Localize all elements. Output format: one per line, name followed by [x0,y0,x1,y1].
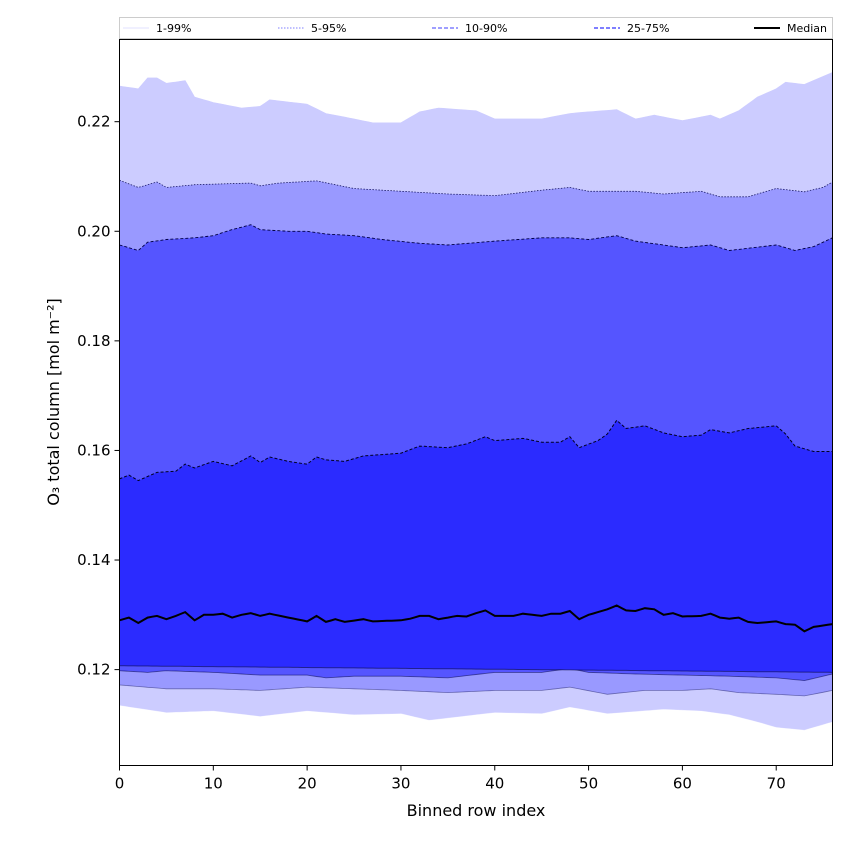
band-25to75-lower-line [119,665,833,673]
band-10to90-lower-line [119,668,833,682]
band-1to99-lower-line [119,704,833,731]
y-tick-label: 0.14 [77,551,110,569]
x-tick-label: 30 [391,775,410,793]
x-tick-label: 50 [579,775,598,793]
y-tick-label: 0.16 [77,441,110,459]
y-tick-label: 0.18 [77,332,110,350]
legend-label: 1-99% [156,22,191,35]
x-tick-label: 20 [298,775,317,793]
y-axis-title: O₃ total column [mol m⁻²] [44,298,63,506]
y-axis: 0.12 0.14 0.16 0.18 0.20 0.22 [77,113,120,679]
median-line [119,604,833,633]
y-tick-label: 0.12 [77,661,110,679]
x-tick-label: 60 [673,775,692,793]
legend-label: Median [787,22,827,35]
band-5to95-lower-line [119,684,833,697]
legend-label: 5-95% [311,22,346,35]
x-tick-label: 70 [767,775,786,793]
legend: 1-99% 5-95% 10-90% 25-75% Median [119,17,833,39]
band-5to95-upper-line [119,179,833,198]
y-tick-label: 0.22 [77,113,110,131]
x-axis-title: Binned row index [407,801,546,820]
band-25to75-upper-line [119,419,833,482]
legend-label: 25-75% [627,22,669,35]
x-tick-label: 10 [204,775,223,793]
legend-label: 10-90% [465,22,507,35]
band-1to99-upper-line [119,72,833,124]
plot-area [119,72,833,731]
plot-frame [119,39,833,766]
x-axis: 0 10 20 30 40 50 60 70 [115,765,786,793]
x-tick-label: 40 [485,775,504,793]
legend-frame [119,17,833,39]
x-tick-label: 0 [115,775,125,793]
y-tick-label: 0.20 [77,222,110,240]
